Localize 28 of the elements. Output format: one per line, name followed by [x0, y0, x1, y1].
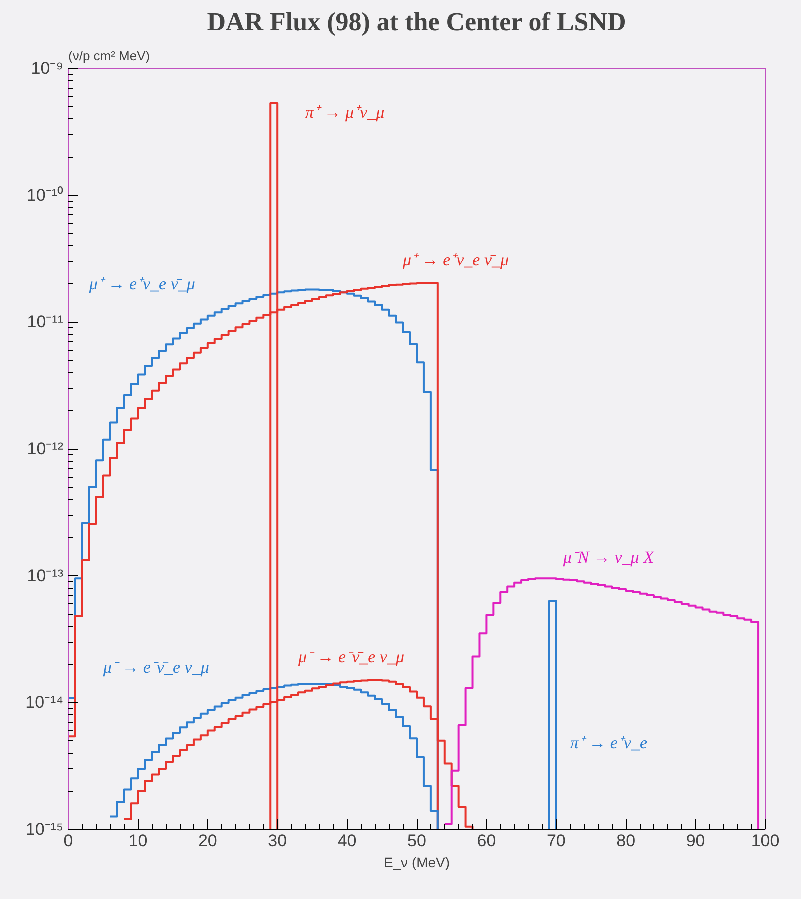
series-label: μ⁺ → e⁺ν_e ν̄_μ: [402, 250, 510, 270]
chart-title: DAR Flux (98) at the Center of LSND: [207, 8, 626, 36]
x-tick-label: 50: [408, 832, 426, 850]
y-tick-label: 10⁻¹¹: [27, 312, 64, 332]
x-tick-label: 100: [751, 832, 780, 850]
series-label: μ⁻ → e⁻ν̄_e ν_μ: [102, 658, 210, 677]
series-label: π⁺ → e⁺ν_e: [570, 734, 648, 753]
x-tick-label: 40: [338, 832, 357, 850]
y-tick-label: 10⁻¹⁰: [26, 186, 64, 205]
series-label: π⁺ → μ⁺ν_μ: [305, 102, 385, 122]
x-tick-label: 10: [128, 832, 148, 850]
x-tick-label: 30: [268, 832, 288, 850]
x-tick-label: 20: [198, 832, 218, 850]
x-tick-label: 0: [64, 832, 74, 850]
x-tick-label: 70: [546, 832, 566, 850]
y-axis-title: (ν/p cm² MeV): [68, 48, 150, 64]
series-label: μ⁻ → e⁻ν̄_e ν_μ: [298, 647, 405, 666]
y-tick-label: 10⁻¹³: [27, 566, 64, 586]
series-label: μ⁺ → e⁺ν_e ν̄_μ: [88, 274, 196, 294]
y-tick-label: 10⁻¹⁴: [26, 693, 64, 712]
x-tick-label: 60: [477, 832, 496, 850]
y-tick-label: 10⁻¹⁵: [26, 820, 64, 839]
y-tick-label: 10⁻⁹: [31, 59, 64, 78]
series-label: μ⁻N → ν_μ X: [562, 548, 655, 567]
x-tick-label: 90: [686, 832, 706, 850]
x-tick-label: 80: [616, 832, 636, 850]
y-tick-label: 10⁻¹²: [27, 440, 64, 458]
x-axis-title: E_ν (MeV): [384, 854, 450, 870]
